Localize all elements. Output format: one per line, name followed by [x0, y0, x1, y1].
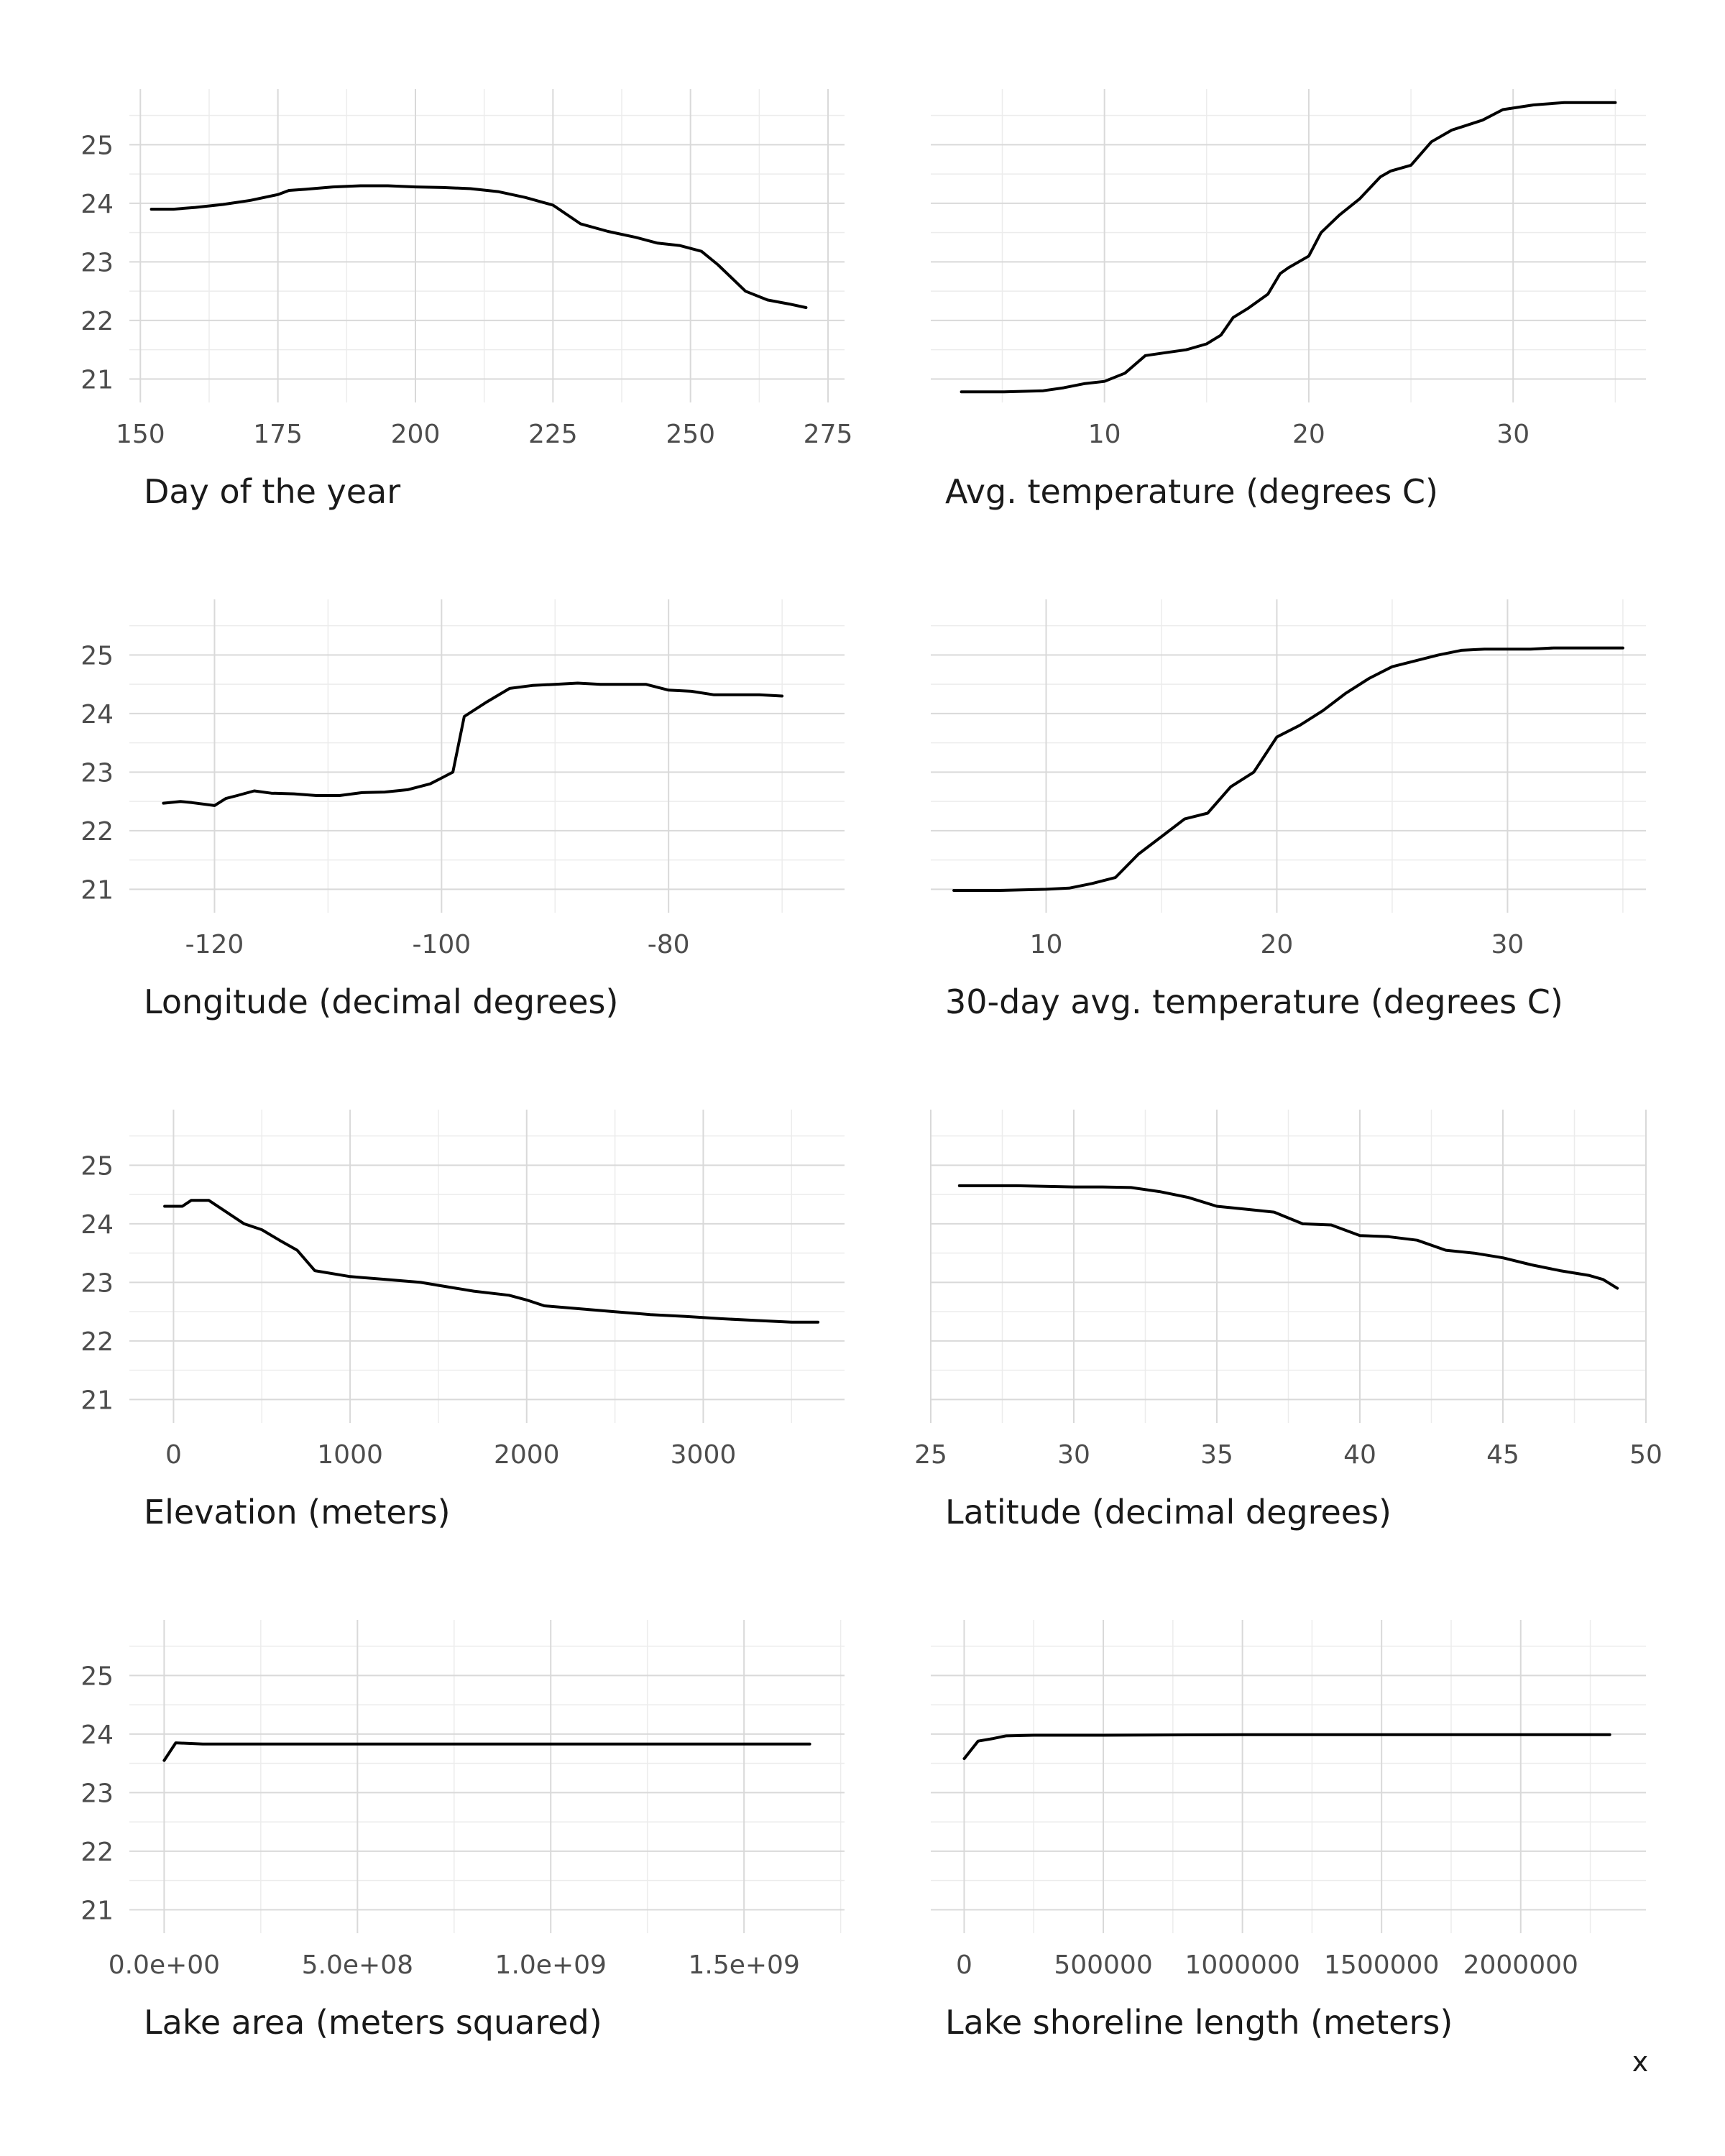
x-tick-label: 40 [1343, 1440, 1376, 1470]
x-tick-label: 250 [666, 420, 715, 449]
x-axis-title: Lake shoreline length (meters) [945, 2003, 1453, 2042]
y-tick-label: 24 [80, 190, 114, 219]
y-tick-label: 21 [80, 875, 114, 905]
x-tick-label: 225 [528, 420, 578, 449]
panel-3: 21 22 23 24 25 -120 -100 -80 Longitude (decimal … [80, 599, 845, 1021]
x-axis-title: Lake area (meters squared) [144, 2003, 602, 2042]
panel-7: 21 22 23 24 25 0.0e+00 5.0e+08 1.0e+09 1.5e+09 La… [80, 1620, 845, 2042]
x-tick-label: 1500000 [1324, 1950, 1439, 1980]
x-tick-label: 10 [1088, 420, 1121, 449]
x-tick-label: 10 [1030, 930, 1063, 959]
x-tick-label: 25 [914, 1440, 947, 1470]
panel-1: 21 22 23 24 25 150 175 200 225 250 275 Day of the y… [80, 89, 852, 511]
x-tick-label: 0.0e+00 [109, 1950, 220, 1980]
x-tick-label: 3000 [671, 1440, 737, 1470]
x-tick-label: 1.0e+09 [495, 1950, 607, 1980]
x-tick-label: -120 [185, 930, 244, 959]
x-axis-title: Latitude (decimal degrees) [945, 1493, 1392, 1531]
y-tick-label: 23 [80, 1268, 114, 1298]
x-axis-title: Day of the year [144, 472, 400, 511]
y-tick-label: 25 [80, 1151, 114, 1181]
x-tick-label: 1000000 [1184, 1950, 1300, 1980]
x-axis-title: Elevation (meters) [144, 1493, 451, 1531]
x-tick-label: 275 [804, 420, 853, 449]
x-tick-label: 45 [1486, 1440, 1519, 1470]
x-tick-label: 20 [1292, 420, 1325, 449]
x-tick-label: 1.5e+09 [688, 1950, 799, 1980]
x-tick-label: 50 [1629, 1440, 1662, 1470]
panel-4: 10 20 30 30-day avg. temperature (degrees C… [931, 599, 1646, 1021]
x-axis-title: Avg. temperature (degrees C) [945, 472, 1438, 511]
x-tick-label: 2000 [494, 1440, 560, 1470]
y-tick-label: 25 [80, 131, 114, 160]
x-tick-label: 30 [1491, 930, 1524, 959]
y-tick-label: 22 [80, 817, 114, 847]
series-line [163, 1199, 820, 1324]
series-line [962, 1733, 1611, 1761]
x-tick-label: 35 [1200, 1440, 1233, 1470]
panel-2: 10 20 30 Avg. temperature (degrees C) [931, 89, 1646, 511]
x-tick-label: -100 [412, 930, 471, 959]
x-tick-label: -80 [648, 930, 690, 959]
x-tick-label: 20 [1261, 930, 1294, 959]
x-tick-label: 150 [116, 420, 165, 449]
y-tick-label: 24 [80, 700, 114, 729]
x-tick-label: 500000 [1054, 1950, 1152, 1980]
y-tick-label: 22 [80, 1327, 114, 1357]
x-tick-label: 175 [253, 420, 303, 449]
series-line [952, 646, 1624, 892]
y-tick-label: 22 [80, 307, 114, 336]
y-tick-label: 25 [80, 1662, 114, 1691]
y-tick-label: 21 [80, 1896, 114, 1925]
y-tick-label: 25 [80, 641, 114, 671]
y-tick-label: 21 [80, 1386, 114, 1415]
x-tick-label: 200 [391, 420, 441, 449]
y-tick-label: 24 [80, 1210, 114, 1240]
x-tick-label: 5.0e+08 [302, 1950, 413, 1980]
panel-5: 21 22 23 24 25 0 1000 2000 3000 Elevation (meters… [80, 1110, 845, 1531]
x-axis-title: 30-day avg. temperature (degrees C) [945, 982, 1563, 1021]
x-tick-label: 0 [165, 1440, 182, 1470]
x-tick-label: 2000000 [1463, 1950, 1578, 1980]
x-axis-title: Longitude (decimal degrees) [144, 982, 618, 1021]
panel-8: 0 500000 1000000 1500000 2000000 Lake shoreli… [931, 1620, 1646, 2042]
x-tick-label: 1000 [317, 1440, 383, 1470]
x-tick-label: 30 [1057, 1440, 1090, 1470]
series-line [162, 1741, 811, 1762]
x-tick-label: 30 [1496, 420, 1530, 449]
facet-x-label: x [1632, 2046, 1649, 2078]
series-line [162, 681, 784, 807]
y-tick-label: 23 [80, 248, 114, 277]
series-line [957, 1184, 1619, 1290]
y-tick-label: 23 [80, 1779, 114, 1808]
y-tick-label: 23 [80, 758, 114, 788]
series-line [960, 101, 1617, 394]
y-tick-label: 24 [80, 1720, 114, 1750]
y-tick-label: 22 [80, 1838, 114, 1867]
panel-6: 25 30 35 40 45 50 Latitude (decimal degrees) [914, 1110, 1662, 1531]
series-line [150, 184, 808, 309]
y-tick-label: 21 [80, 365, 114, 395]
x-tick-label: 0 [956, 1950, 972, 1980]
